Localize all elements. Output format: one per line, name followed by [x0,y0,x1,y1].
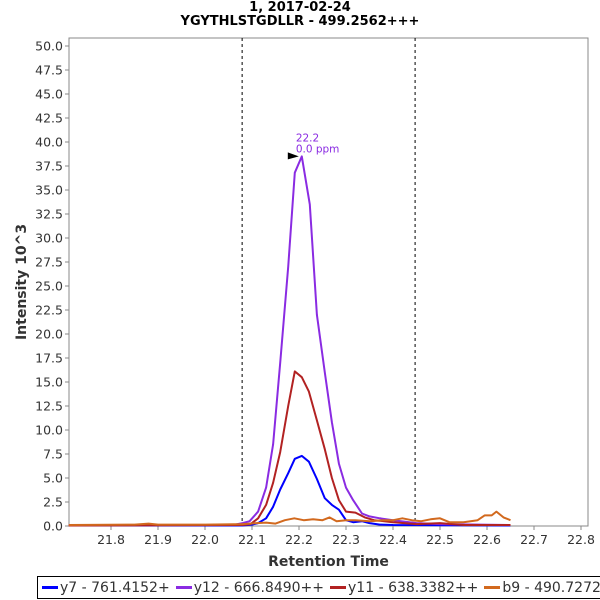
y-tick-label: 20.0 [35,327,63,342]
y-tick-label: 45.0 [35,87,63,102]
x-tick-label: 22.5 [426,532,454,547]
y-tick-label: 10.0 [35,423,63,438]
y-tick-label: 40.0 [35,135,63,150]
y-tick-label: 5.0 [43,471,63,486]
x-tick-label: 22.8 [567,532,595,547]
peak-apex-marker [287,152,299,160]
y-tick-label: 35.0 [35,183,63,198]
series-line-b9 [68,510,511,526]
y-tick-label: 17.5 [35,351,63,366]
y-tick-label: 15.0 [35,375,63,390]
y-tick-label: 27.5 [35,255,63,270]
legend-label: b9 - 490.7272++ [502,579,600,596]
x-tick-label: 22.7 [520,532,548,547]
chart-subtitle: YGYTHLSTGDLLR - 499.2562+++ [180,14,420,29]
x-tick-label: 22.1 [238,532,266,547]
y-tick-label: 7.5 [43,447,63,462]
legend-item[interactable]: b9 - 490.7272++ [484,580,600,596]
x-tick-label: 22.4 [379,532,407,547]
y-tick-label: 12.5 [35,399,63,414]
series-line-y11 [68,370,511,527]
legend-label: y12 - 666.8490++ [193,579,325,596]
chart-title: 1, 2017-02-24 [249,0,351,15]
legend-item[interactable]: y12 - 666.8490++ [175,579,325,596]
y-tick-label: 37.5 [35,159,63,174]
y-tick-label: 22.5 [35,303,63,318]
peak-annotation: 22.2 [296,132,319,144]
legend-label: y11 - 638.3382++ [348,579,479,596]
y-tick-label: 50.0 [35,39,63,54]
y-tick-label: 2.5 [43,495,63,510]
y-axis-label: Intensity 10^3 [14,224,30,340]
y-tick-label: 32.5 [35,207,63,222]
legend-swatch [330,586,347,589]
peak-annotation: 0.0 ppm [296,143,340,155]
x-tick-label: 22.0 [191,532,219,547]
y-tick-label: 25.0 [35,279,63,294]
x-tick-label: 22.2 [285,532,313,547]
legend-swatch [42,586,58,589]
x-axis-label: Retention Time [268,554,389,570]
series-line-y12 [68,155,511,526]
x-tick-label: 21.9 [144,532,172,547]
series-line-y7 [68,454,511,527]
legend-item[interactable]: y11 - 638.3382++ [330,580,478,596]
plot-frame [68,37,589,527]
legend-label: y7 - 761.4152+ [60,579,170,596]
y-tick-label: 30.0 [35,231,63,246]
legend-swatch [484,586,501,589]
legend-item[interactable]: y7 - 761.4152+ [42,580,170,596]
y-tick-label: 47.5 [35,63,63,78]
x-tick-label: 22.3 [332,532,360,547]
x-tick-label: 22.6 [473,532,501,547]
x-tick-label: 21.8 [97,532,125,547]
y-tick-label: 42.5 [35,111,63,126]
legend: y7 - 761.4152+ y12 - 666.8490++ y11 - 638.… [37,576,600,599]
y-tick-label: 0.0 [43,519,63,534]
legend-swatch [175,586,192,589]
